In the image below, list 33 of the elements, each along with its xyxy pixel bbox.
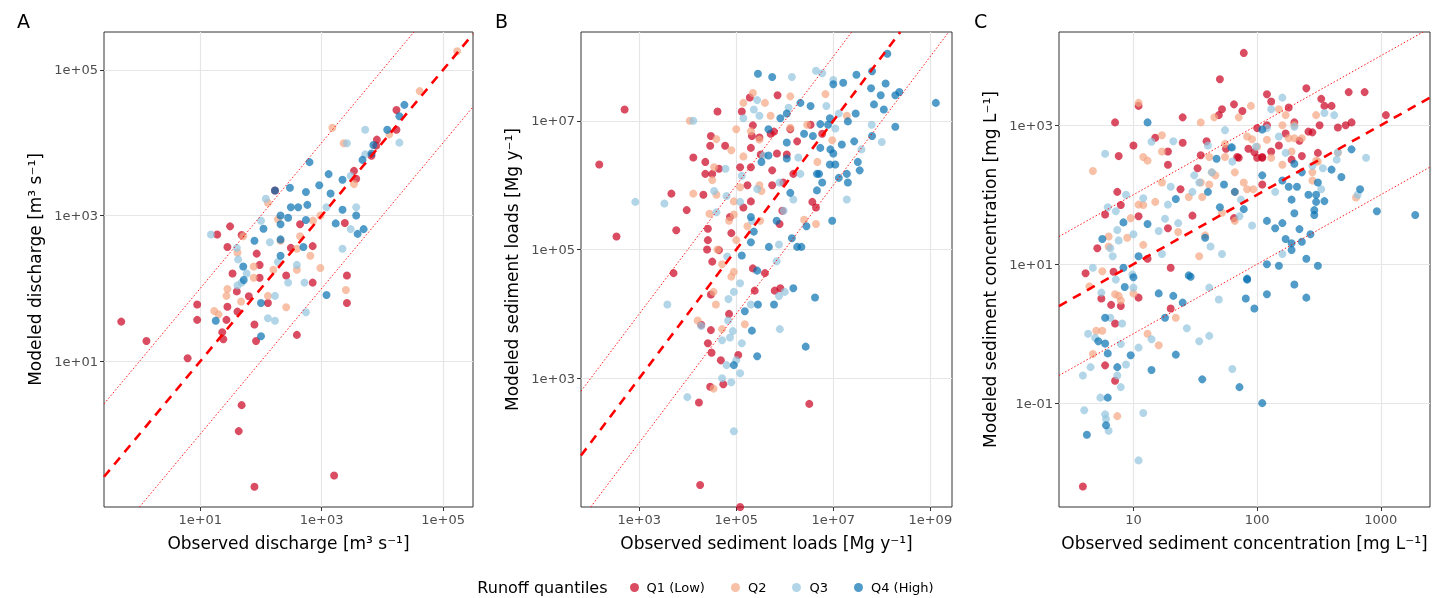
y-axis-title: Modeled sediment concentration [mg L⁻¹] bbox=[979, 91, 1000, 448]
y-tick-label: 1e-01 bbox=[1015, 395, 1053, 411]
x-tick-label: 1e+09 bbox=[908, 512, 953, 527]
x-tick-label: 100 bbox=[1244, 512, 1270, 527]
chart-title: B bbox=[495, 9, 509, 32]
x-tick-label: 1e+07 bbox=[811, 512, 856, 527]
y-tick-label: 1e+01 bbox=[1009, 256, 1053, 272]
x-tick-label: 1e+05 bbox=[421, 512, 466, 527]
x-tick-label: 1e+05 bbox=[714, 512, 759, 527]
x-axis-title: Observed sediment loads [Mg y⁻¹] bbox=[620, 532, 913, 553]
y-tick-label: 1e+03 bbox=[531, 370, 575, 386]
x-tick-label: 10 bbox=[1125, 512, 1142, 527]
legend-title: Runoff quantiles bbox=[477, 578, 608, 597]
y-tick-label: 1e+01 bbox=[54, 353, 98, 369]
legend-label: Q4 (High) bbox=[870, 580, 934, 595]
y-axis-title: Modeled discharge [m³ s⁻¹] bbox=[24, 153, 45, 386]
legend-label: Q3 bbox=[809, 580, 828, 595]
y-tick-label: 1e+05 bbox=[531, 242, 575, 258]
y-axis-title: Modeled sediment loads [Mg y⁻¹] bbox=[501, 128, 522, 411]
x-tick-label: 1e+01 bbox=[178, 512, 223, 527]
x-tick-label: 1e+03 bbox=[617, 512, 662, 527]
y-tick-label: 1e+05 bbox=[54, 62, 98, 78]
chart-title: A bbox=[17, 9, 30, 32]
y-tick-label: 1e+07 bbox=[531, 113, 575, 129]
chart-title: C bbox=[974, 9, 988, 32]
x-axis-title: Observed discharge [m³ s⁻¹] bbox=[167, 532, 410, 553]
x-tick-label: 1000 bbox=[1364, 512, 1398, 527]
legend-label: Q2 bbox=[747, 580, 767, 595]
legend-label: Q1 (Low) bbox=[646, 580, 705, 595]
x-axis-title: Observed sediment concentration [mg L⁻¹] bbox=[1061, 532, 1428, 553]
x-tick-label: 1e+03 bbox=[299, 512, 344, 527]
y-tick-label: 1e+03 bbox=[1009, 117, 1053, 133]
y-tick-label: 1e+03 bbox=[54, 208, 98, 224]
